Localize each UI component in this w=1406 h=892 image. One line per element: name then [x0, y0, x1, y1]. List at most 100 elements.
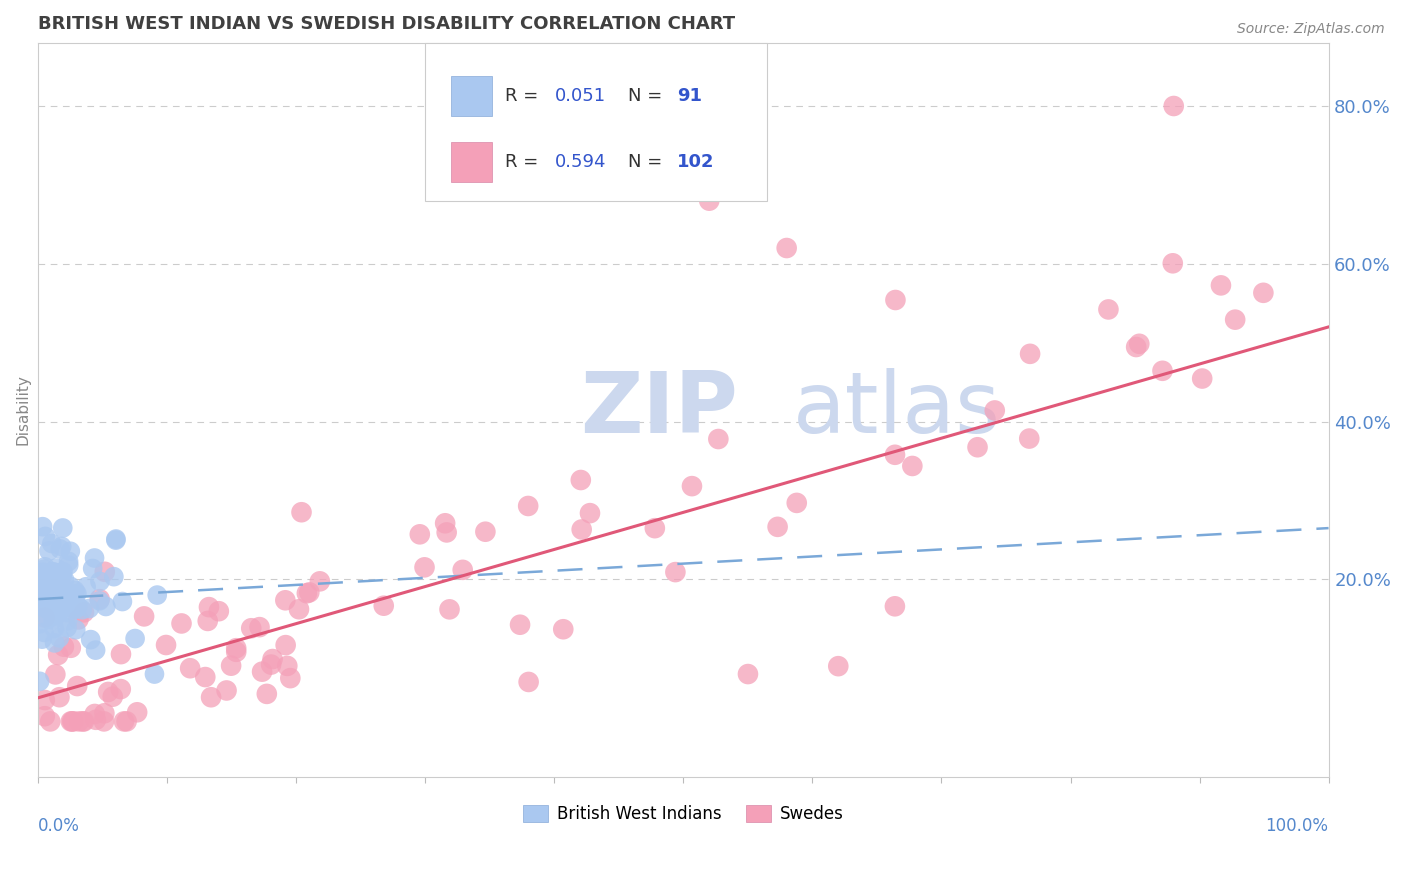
Point: [32, 574, 55, 588]
Point: [984, 403, 1007, 417]
Point: [42, 598, 65, 612]
Point: [73, 714, 96, 729]
Point: [509, 617, 531, 632]
Point: [52, 586, 75, 600]
Point: [260, 657, 283, 672]
Point: [786, 496, 808, 510]
Point: [37, 612, 59, 626]
Point: [60, 591, 83, 606]
Point: [179, 661, 201, 675]
Point: [901, 458, 924, 473]
Point: [707, 432, 730, 446]
Text: N =: N =: [628, 87, 668, 105]
FancyBboxPatch shape: [451, 76, 492, 116]
Point: [28, 674, 51, 689]
Point: [571, 523, 593, 537]
Point: [45, 561, 67, 575]
Point: [112, 714, 135, 729]
Point: [883, 599, 905, 614]
Text: 0.051: 0.051: [554, 87, 606, 105]
Point: [65, 597, 87, 611]
Point: [42, 613, 65, 627]
Point: [827, 659, 849, 673]
Point: [56, 591, 79, 605]
Point: [80, 632, 103, 647]
Point: [44, 621, 66, 635]
Point: [97, 685, 120, 699]
Point: [63, 583, 86, 598]
Point: [75, 580, 97, 594]
Point: [474, 524, 496, 539]
Point: [249, 620, 271, 634]
Point: [82, 561, 104, 575]
Point: [32, 573, 55, 587]
Point: [32, 599, 55, 613]
Point: [44, 601, 66, 615]
Point: [73, 606, 96, 620]
Point: [77, 601, 100, 615]
Point: [198, 600, 221, 615]
Point: [295, 586, 318, 600]
Text: 91: 91: [678, 87, 702, 105]
Point: [42, 565, 65, 579]
Point: [215, 683, 238, 698]
Text: BRITISH WEST INDIAN VS SWEDISH DISABILITY CORRELATION CHART: BRITISH WEST INDIAN VS SWEDISH DISABILIT…: [38, 15, 735, 33]
Point: [52, 640, 75, 654]
Text: 0.594: 0.594: [554, 153, 606, 171]
Point: [66, 599, 89, 613]
Point: [409, 527, 432, 541]
Point: [146, 588, 169, 602]
Point: [644, 521, 666, 535]
Point: [48, 631, 70, 645]
Point: [37, 587, 59, 601]
Point: [30, 569, 52, 583]
Point: [38, 578, 60, 592]
Point: [41, 536, 63, 550]
Point: [274, 638, 297, 652]
Point: [240, 621, 263, 635]
Point: [413, 560, 436, 574]
Point: [200, 690, 222, 705]
Point: [579, 506, 602, 520]
Point: [274, 593, 297, 607]
Point: [46, 566, 69, 581]
Point: [884, 448, 907, 462]
Point: [1128, 336, 1150, 351]
Point: [115, 714, 138, 729]
Point: [59, 640, 82, 655]
FancyBboxPatch shape: [451, 142, 492, 182]
Point: [59, 714, 82, 729]
Point: [776, 241, 799, 255]
Point: [45, 592, 67, 607]
Point: [66, 679, 89, 693]
Point: [439, 602, 461, 616]
Point: [1191, 371, 1213, 385]
Point: [697, 194, 720, 208]
Point: [225, 641, 247, 656]
Point: [170, 616, 193, 631]
Point: [48, 690, 70, 705]
Point: [52, 521, 75, 535]
Point: [1152, 364, 1174, 378]
Point: [290, 505, 312, 519]
Point: [766, 520, 789, 534]
Point: [53, 573, 76, 587]
Point: [30, 599, 52, 613]
Point: [225, 645, 247, 659]
Point: [84, 643, 107, 657]
Point: [58, 554, 80, 568]
Point: [89, 594, 111, 608]
Point: [60, 714, 83, 729]
Point: [59, 579, 82, 593]
Point: [66, 600, 89, 615]
Text: Source: ZipAtlas.com: Source: ZipAtlas.com: [1237, 22, 1385, 37]
Point: [101, 690, 124, 704]
Point: [664, 565, 686, 579]
Text: ZIP: ZIP: [581, 368, 738, 451]
Point: [37, 581, 59, 595]
Point: [35, 602, 58, 616]
Point: [89, 574, 111, 589]
Point: [34, 693, 56, 707]
Point: [58, 558, 80, 573]
Point: [94, 599, 117, 614]
